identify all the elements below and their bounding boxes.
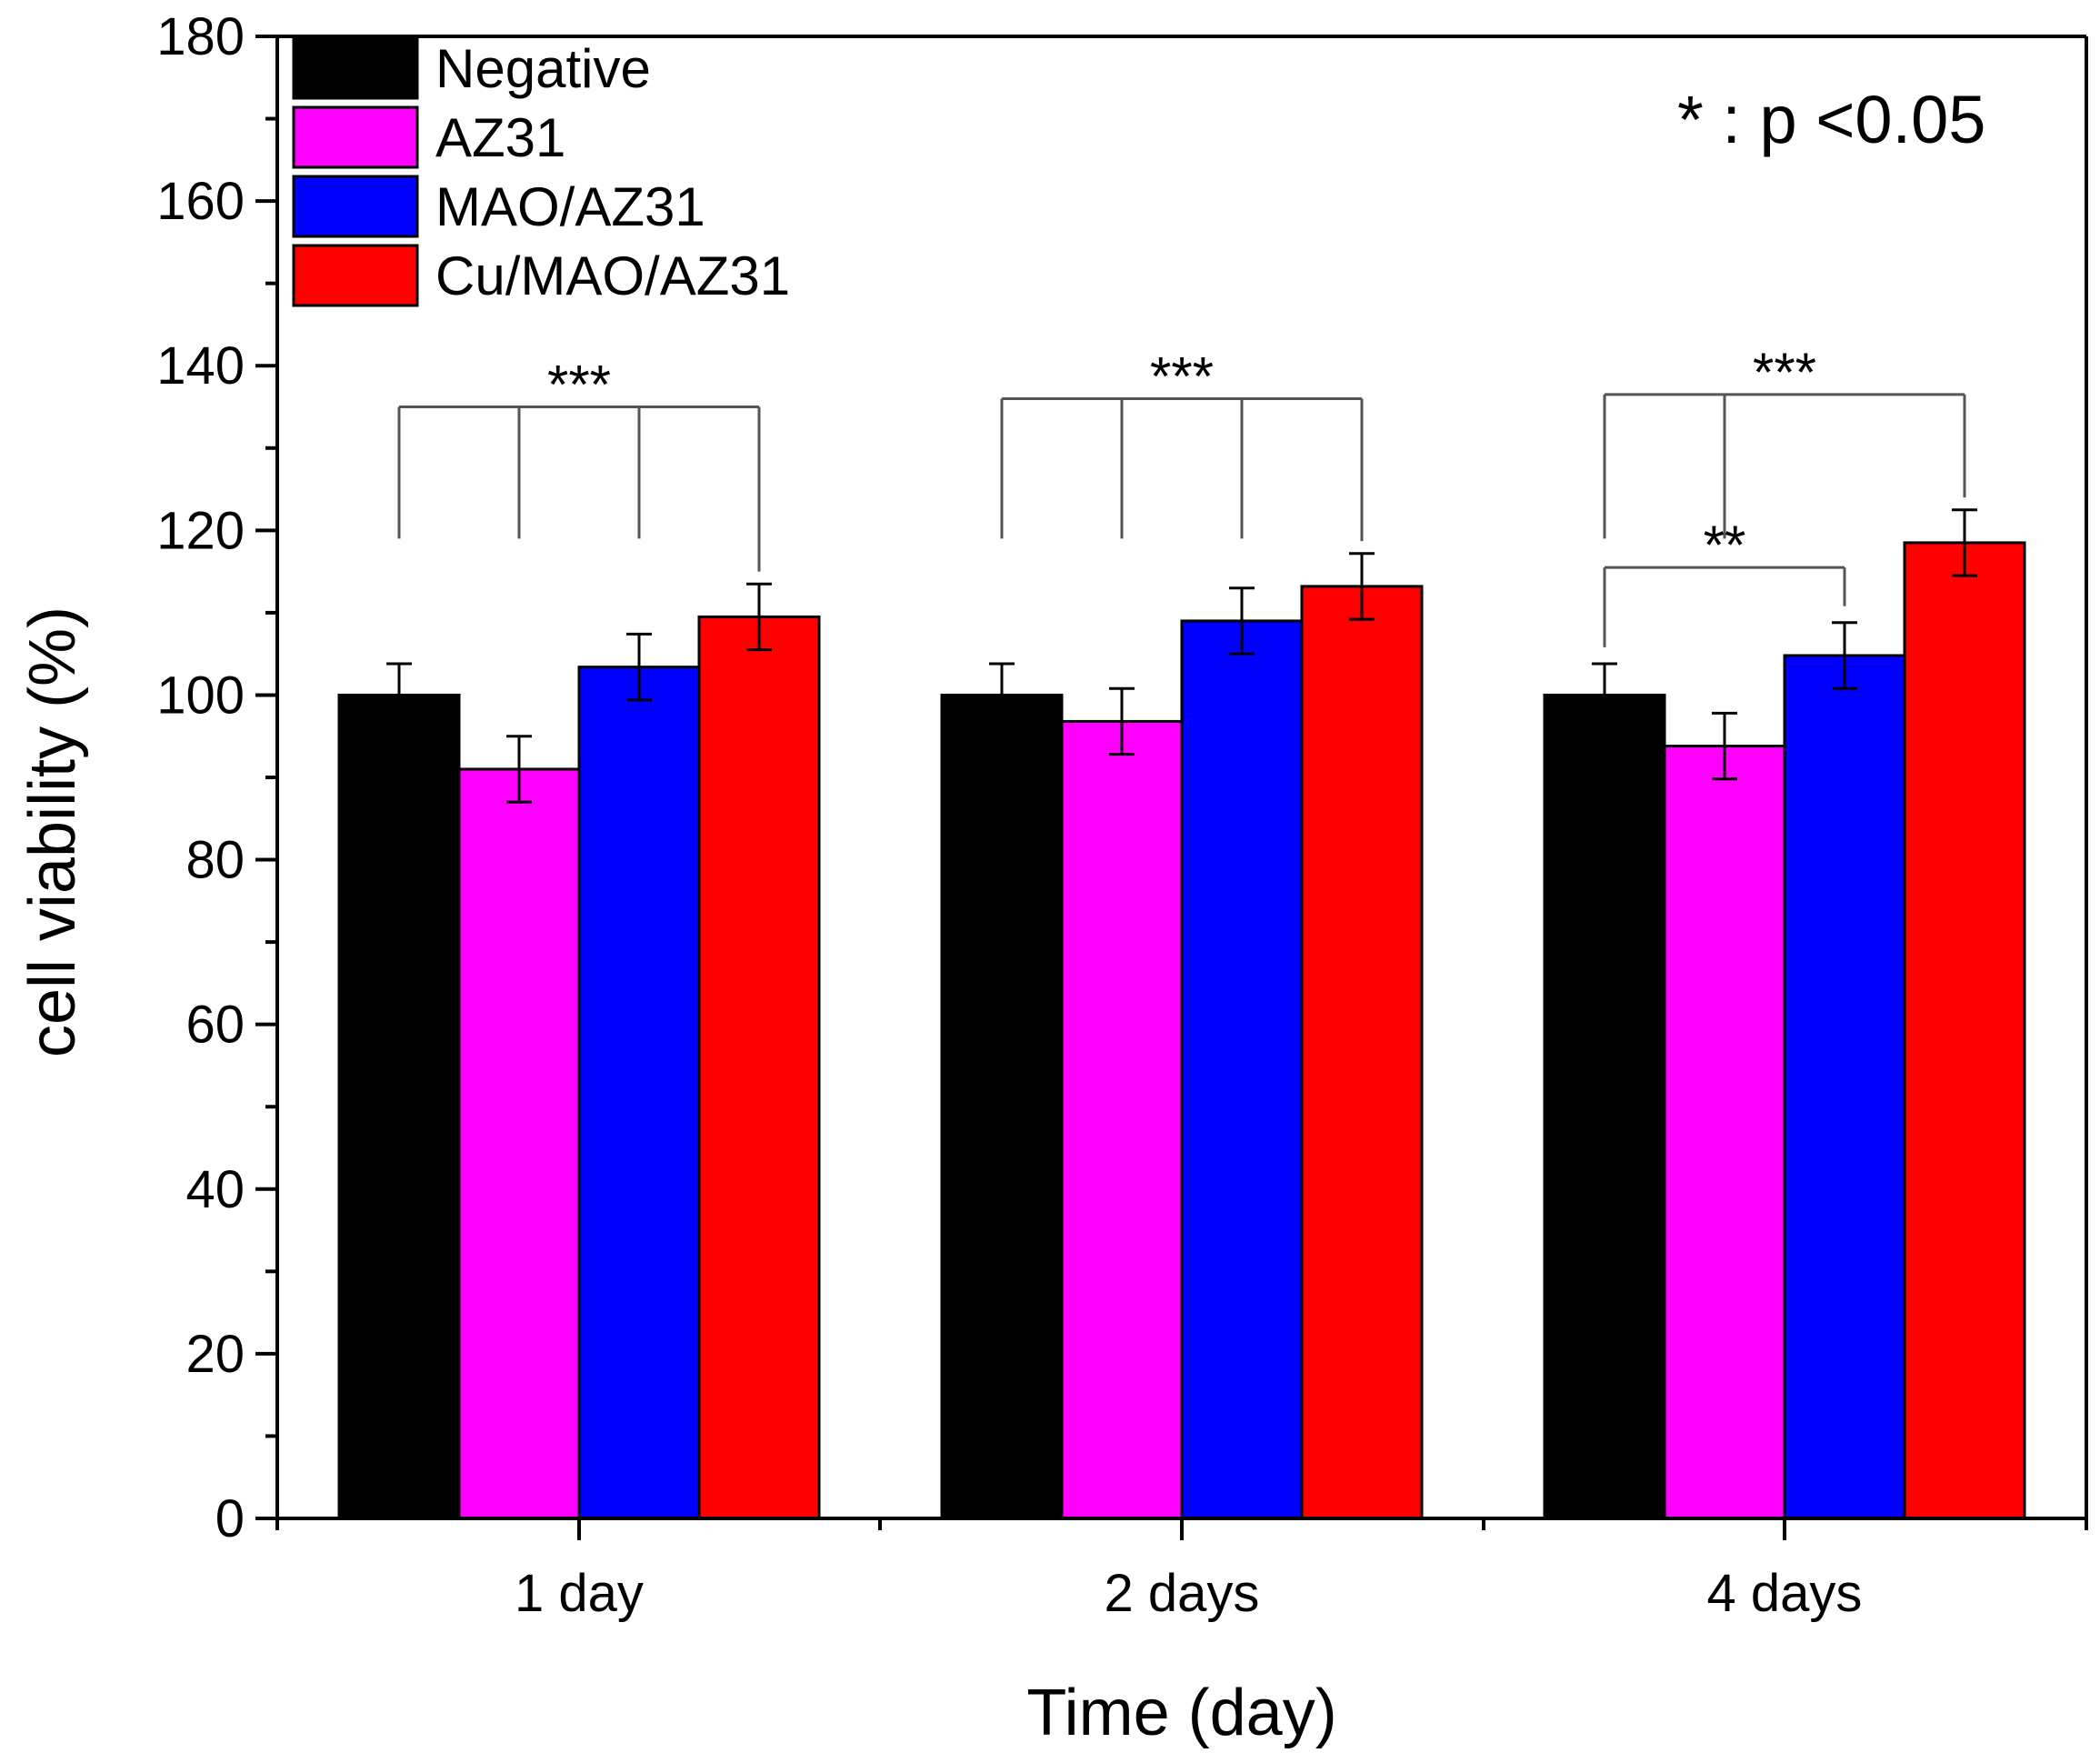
bar-cu-mao-az31-0 — [697, 615, 821, 1520]
legend-swatch-0 — [292, 36, 419, 100]
bar-az31-1 — [1060, 719, 1184, 1520]
y-axis-title: cell viability (%) — [16, 606, 89, 1057]
x-tick-label-2: 4 days — [1707, 1564, 1863, 1623]
legend-label-3: Cu/MAO/AZ31 — [435, 245, 790, 306]
legend: Negative AZ31 MAO/AZ31 Cu/MAO/AZ31 — [292, 36, 790, 307]
bar-negative-1 — [940, 693, 1064, 1520]
significance-label-3: ** — [1704, 515, 1746, 576]
x-axis-title: Time (day) — [1026, 1677, 1336, 1749]
y-tick-label-180: 180 — [156, 7, 245, 66]
x-tick-label-0: 1 day — [515, 1564, 644, 1623]
bar-az31-2 — [1663, 745, 1786, 1520]
bar-az31-0 — [457, 767, 581, 1520]
bar-mao-az31-1 — [1180, 619, 1304, 1520]
bars-group — [337, 541, 2026, 1520]
significance-label-1: *** — [1150, 346, 1214, 406]
significance-brackets-group: *** *** ***** — [397, 342, 1966, 647]
y-tick-label-0: 0 — [215, 1489, 245, 1548]
y-tick-label-40: 40 — [185, 1160, 245, 1219]
y-tick-label-80: 80 — [185, 831, 245, 890]
significance-label-0: *** — [547, 355, 611, 416]
y-tick-label-60: 60 — [185, 996, 245, 1055]
p-value-note: * : p <0.05 — [1677, 82, 1985, 157]
bar-mao-az31-0 — [577, 666, 701, 1520]
y-tick-label-120: 120 — [156, 501, 245, 560]
legend-label-1: AZ31 — [435, 107, 565, 168]
y-tick-label-20: 20 — [185, 1325, 245, 1384]
bar-negative-2 — [1543, 693, 1666, 1520]
legend-swatch-2 — [292, 175, 419, 238]
bar-mao-az31-2 — [1783, 654, 1906, 1520]
significance-label-2: *** — [1753, 342, 1816, 403]
legend-swatch-1 — [292, 105, 419, 169]
y-tick-label-100: 100 — [156, 666, 245, 725]
bar-cu-mao-az31-2 — [1903, 541, 2026, 1520]
legend-label-0: Negative — [435, 38, 651, 99]
y-tick-label-140: 140 — [156, 336, 245, 396]
axes-group: 0 20 40 60 80 100 120 140 160 180 1 day 2 days 4 day… — [156, 7, 2088, 1623]
legend-label-2: MAO/AZ31 — [435, 176, 705, 237]
bar-negative-0 — [337, 693, 461, 1520]
plot-frame — [277, 35, 2088, 1518]
legend-swatch-3 — [292, 244, 419, 307]
y-tick-label-160: 160 — [156, 172, 245, 231]
x-tick-label-1: 2 days — [1105, 1564, 1260, 1623]
error-bars-group — [386, 508, 1977, 804]
bar-cu-mao-az31-1 — [1300, 585, 1424, 1520]
